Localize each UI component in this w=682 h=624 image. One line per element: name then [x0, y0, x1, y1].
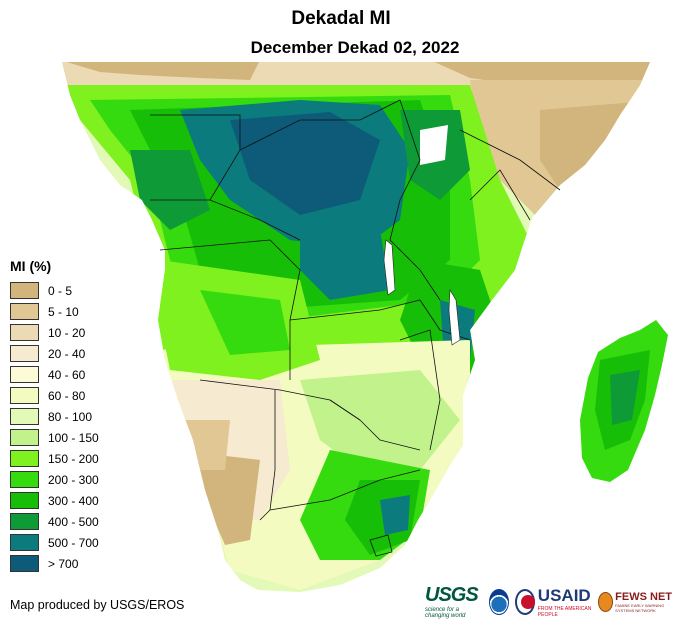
mi-zones	[62, 62, 668, 590]
legend-item: 500 - 700	[10, 532, 99, 553]
legend-item: > 700	[10, 553, 99, 574]
legend-item: 400 - 500	[10, 511, 99, 532]
usgs-logo: USGS science for a changing world	[425, 584, 481, 619]
legend-item: 20 - 40	[10, 343, 99, 364]
legend-item: 150 - 200	[10, 448, 99, 469]
legend-label: 100 - 150	[48, 430, 99, 445]
usgs-wordmark: USGS	[425, 584, 479, 606]
legend: MI (%) 0 - 5 5 - 10 10 - 20 20 - 40 40 - 60 6…	[10, 258, 99, 574]
legend-swatch	[10, 387, 39, 404]
usaid-seal-icon	[514, 588, 535, 615]
legend-swatch	[10, 492, 39, 509]
legend-swatch	[10, 555, 39, 572]
legend-item: 100 - 150	[10, 427, 99, 448]
country-borders	[150, 99, 561, 557]
legend-item: 5 - 10	[10, 301, 99, 322]
legend-item: 40 - 60	[10, 364, 99, 385]
legend-label: 300 - 400	[48, 493, 99, 508]
legend-label: 200 - 300	[48, 472, 99, 487]
legend-swatch	[10, 408, 39, 425]
legend-swatch	[10, 282, 39, 299]
legend-swatch	[10, 429, 39, 446]
legend-label: 40 - 60	[48, 367, 86, 382]
map-subtitle: December Dekad 02, 2022	[250, 38, 460, 57]
legend-swatch	[10, 324, 39, 341]
legend-item: 60 - 80	[10, 385, 99, 406]
map-title: Dekadal MI	[291, 8, 391, 29]
legend-item: 200 - 300	[10, 469, 99, 490]
legend-label: 500 - 700	[48, 535, 99, 550]
legend-item: 10 - 20	[10, 322, 99, 343]
usaid-tagline: FROM THE AMERICAN PEOPLE	[537, 605, 592, 618]
fews-logo: FEWS NET FAMINE EARLY WARNING SYSTEMS NE…	[615, 591, 682, 613]
legend-items: 0 - 5 5 - 10 10 - 20 20 - 40 40 - 60 60 - 80 8…	[10, 280, 99, 574]
legend-label: > 700	[48, 556, 79, 571]
fews-tagline: FAMINE EARLY WARNING SYSTEMS NETWORK	[615, 602, 665, 613]
usaid-logo: USAID FROM THE AMERICAN PEOPLE	[538, 586, 593, 618]
usgs-tagline: science for a changing world	[425, 607, 466, 619]
legend-label: 150 - 200	[48, 451, 99, 466]
legend-label: 400 - 500	[48, 514, 99, 529]
credit-text: Map produced by USGS/EROS	[10, 598, 185, 612]
legend-swatch	[10, 303, 39, 320]
legend-label: 80 - 100	[48, 409, 93, 424]
legend-label: 10 - 20	[48, 325, 86, 340]
noaa-logo-icon	[488, 588, 509, 615]
partner-logos: USGS science for a changing world USAID …	[425, 584, 682, 619]
legend-label: 5 - 10	[48, 304, 79, 319]
fews-wordmark: FEWS NET	[615, 590, 673, 603]
legend-label: 0 - 5	[48, 283, 73, 298]
fews-globe-icon	[597, 591, 614, 612]
legend-item: 80 - 100	[10, 406, 99, 427]
usaid-wordmark: USAID	[537, 585, 591, 605]
legend-swatch	[10, 534, 39, 551]
legend-label: 20 - 40	[48, 346, 86, 361]
legend-swatch	[10, 471, 39, 488]
legend-item: 300 - 400	[10, 490, 99, 511]
legend-label: 60 - 80	[48, 388, 86, 403]
legend-swatch	[10, 366, 39, 383]
legend-item: 0 - 5	[10, 280, 99, 301]
legend-swatch	[10, 513, 39, 530]
lakes	[383, 239, 461, 346]
legend-swatch	[10, 345, 39, 362]
legend-title: MI (%)	[10, 258, 52, 274]
legend-swatch	[10, 450, 39, 467]
moisture-index-map	[62, 62, 668, 592]
